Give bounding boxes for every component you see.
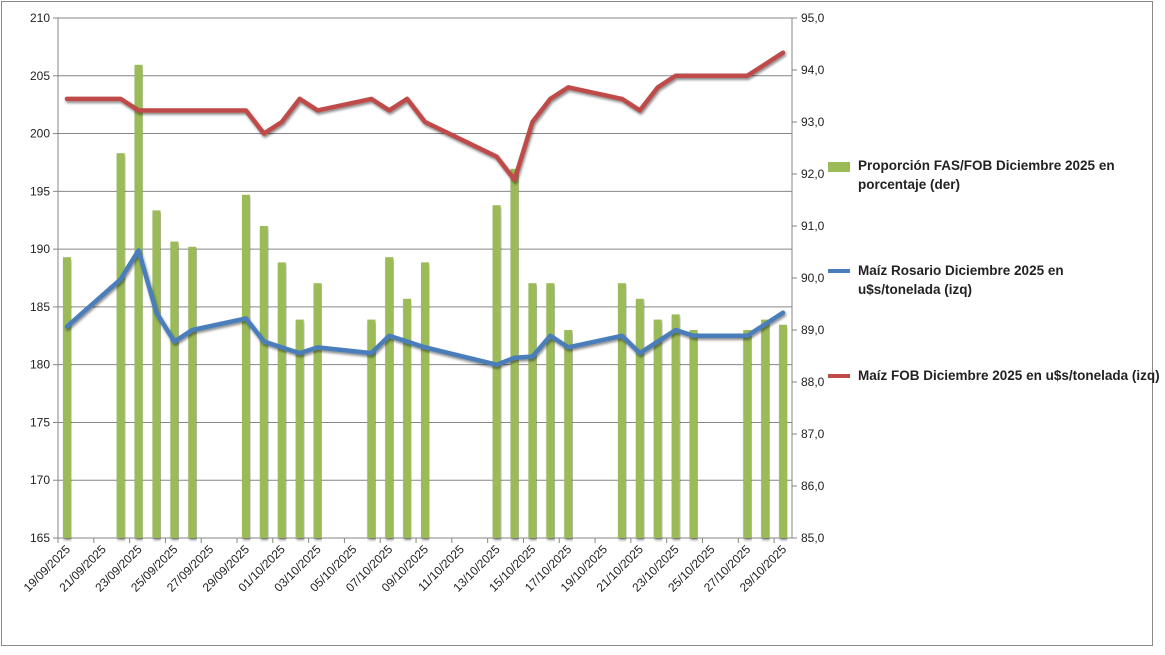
right-axis-tick-label: 92,0 xyxy=(801,167,825,181)
bar-fas-fob xyxy=(546,283,555,538)
bar-fas-fob xyxy=(528,283,537,538)
bar-fas-fob xyxy=(617,283,626,538)
right-axis-tick-label: 87,0 xyxy=(801,427,825,441)
bar-fas-fob xyxy=(116,153,125,538)
right-axis-tick-label: 94,0 xyxy=(801,63,825,77)
line-rosario xyxy=(64,248,786,367)
left-axis-tick-label: 210 xyxy=(30,11,50,25)
bar-fas-fob xyxy=(510,168,519,539)
right-axis-tick-label: 95,0 xyxy=(801,11,825,25)
bar-fas-fob xyxy=(277,262,286,538)
left-axis-tick-label: 165 xyxy=(30,531,50,545)
bar-fas-fob xyxy=(367,319,376,538)
bar-fas-fob xyxy=(313,283,322,538)
bar-fas-fob xyxy=(689,330,698,538)
bar-fas-fob xyxy=(134,64,143,539)
legend-label: Maíz Rosario Diciembre 2025 en u$s/tonel… xyxy=(858,263,1064,297)
bar-fas-fob xyxy=(492,205,501,538)
legend-label: Proporción FAS/FOB Diciembre 2025 en por… xyxy=(858,158,1115,192)
left-axis-tick-label: 195 xyxy=(30,184,50,198)
bar-fas-fob xyxy=(170,241,179,538)
right-axis-tick-label: 85,0 xyxy=(801,531,825,545)
chart-border xyxy=(1,1,1153,646)
left-axis-tick-label: 200 xyxy=(30,127,50,141)
left-axis-tick-label: 190 xyxy=(30,242,50,256)
bar-fas-fob xyxy=(152,210,161,538)
left-axis-tick-label: 180 xyxy=(30,358,50,372)
left-axis-tick-label: 170 xyxy=(30,473,50,487)
left-axis-tick-label: 185 xyxy=(30,300,50,314)
left-axis-tick-label: 205 xyxy=(30,69,50,83)
bar-fas-fob xyxy=(385,257,394,538)
legend-swatch-line xyxy=(828,374,850,378)
legend-label: Maíz FOB Diciembre 2025 en u$s/tonelada … xyxy=(858,368,1160,383)
legend-swatch-line xyxy=(828,269,850,273)
bar-fas-fob xyxy=(635,298,644,538)
right-axis-tick-label: 90,0 xyxy=(801,271,825,285)
bar-fas-fob xyxy=(779,324,788,538)
right-axis-tick-label: 89,0 xyxy=(801,323,825,337)
bar-fas-fob xyxy=(259,226,268,538)
bar-fas-fob xyxy=(188,246,197,539)
bar-fas-fob xyxy=(403,298,412,538)
bar-fas-fob xyxy=(241,194,250,539)
left-axis-tick-label: 175 xyxy=(30,415,50,429)
bar-fas-fob xyxy=(421,262,429,538)
legend-swatch-bar xyxy=(828,162,850,172)
bar-fas-fob xyxy=(564,330,573,538)
bar-fas-fob xyxy=(62,257,71,538)
bar-fas-fob xyxy=(295,319,304,538)
bar-fas-fob xyxy=(761,319,770,538)
line-fob xyxy=(64,50,786,183)
bar-fas-fob xyxy=(743,330,752,538)
bar-fas-fob xyxy=(653,319,662,538)
right-axis-tick-label: 93,0 xyxy=(801,115,825,129)
bar-fas-fob xyxy=(671,314,680,538)
right-axis-tick-label: 86,0 xyxy=(801,479,825,493)
right-axis-tick-label: 88,0 xyxy=(801,375,825,389)
right-axis-tick-label: 91,0 xyxy=(801,219,825,233)
